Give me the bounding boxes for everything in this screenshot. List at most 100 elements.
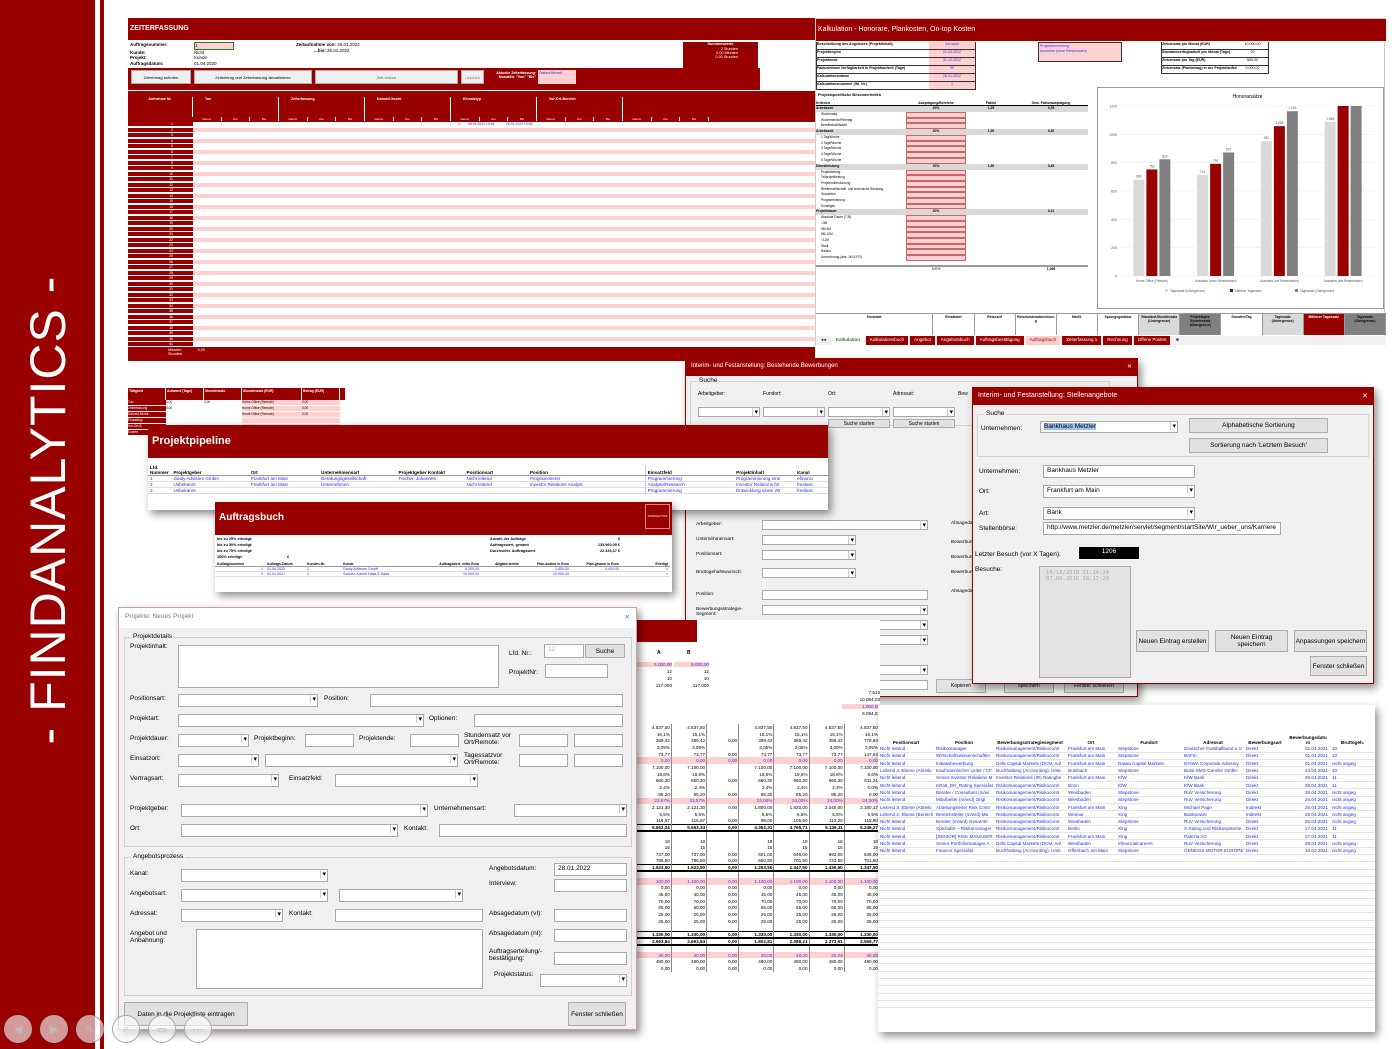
field-input[interactable] <box>762 550 856 560</box>
table-row[interactable]: Nicht leitend Finance Specialist Buchhaltu… <box>878 847 1375 855</box>
table-row[interactable]: 1 Gauly Advisors GmbH Frankfurt am Main Ber… <box>148 475 828 482</box>
add-sheet-icon[interactable]: ⊕ <box>1175 337 1180 342</box>
item-input[interactable] <box>906 175 966 181</box>
item-input[interactable] <box>906 243 966 250</box>
field-input[interactable] <box>762 520 928 530</box>
item-input[interactable] <box>906 180 966 187</box>
table-row[interactable]: Nicht leitend KRa6_BN_Rating Specialist Ri… <box>878 781 1375 790</box>
item-input[interactable] <box>906 226 966 233</box>
back-icon[interactable]: ◀ <box>4 1015 32 1043</box>
search-start-button[interactable]: Suche starten <box>828 419 890 428</box>
adressat-select[interactable] <box>181 909 283 922</box>
einsatzort-detail-select[interactable] <box>265 754 458 767</box>
lfdnr-input[interactable]: 12 <box>544 644 584 658</box>
search-select[interactable] <box>763 407 825 417</box>
item-input[interactable] <box>906 146 966 153</box>
search-select[interactable] <box>893 407 955 417</box>
ort-select[interactable] <box>181 824 398 837</box>
zeiteintrag-aktualisieren-button[interactable]: Zeiteintrag und Zeiterfassung aktualisie… <box>194 70 312 84</box>
item-input[interactable] <box>906 186 966 193</box>
table-row[interactable]: Leitend 3. Ebene (Abteilu Abteilungsleite… <box>878 803 1375 812</box>
field-input[interactable] <box>762 605 928 615</box>
table-row[interactable]: Leitend 2. Ebene (Bereich Bereichsleiter … <box>878 810 1375 819</box>
unternehmensart-select[interactable] <box>514 804 627 817</box>
table-row[interactable]: Nicht leitend Mitarbeiter (m/w/d) Origi Ri… <box>878 796 1375 804</box>
item-input[interactable] <box>906 203 966 210</box>
link-projektanmeldung[interactable]: Projektanmeldung <box>1040 44 1069 48</box>
item-input[interactable] <box>906 197 966 204</box>
close-icon[interactable]: ✕ <box>1126 364 1132 370</box>
optionen-input[interactable] <box>474 714 623 727</box>
item-input[interactable] <box>906 123 966 130</box>
zeiteintrag-aufrufen-button[interactable]: Zeiteintrag aufrufen <box>131 70 191 84</box>
sheet-tab[interactable]: Zeiterfassung 1 <box>1062 336 1102 345</box>
sheet-tab[interactable]: Kalkulationsbuch <box>866 336 909 345</box>
close-window-button[interactable]: Fenster schließen <box>1310 656 1367 676</box>
sheet-tab[interactable]: Angebot <box>910 336 935 345</box>
more-icon[interactable]: ⋯ <box>184 1015 212 1043</box>
kanal-select[interactable] <box>181 869 328 882</box>
close-icon[interactable]: ✕ <box>1362 393 1368 400</box>
field-input[interactable]: Frankfurt am Main <box>1043 485 1195 498</box>
projektdauer-select[interactable] <box>178 734 249 747</box>
sort-last-visit-button[interactable]: Sortierung nach 'Letztem Besuch' <box>1189 438 1328 453</box>
item-input[interactable] <box>906 169 966 176</box>
item-input[interactable] <box>906 117 966 124</box>
table-row[interactable]: Nicht leitend Risikomanager Risikomanageme… <box>878 745 1375 753</box>
tagessatz-vorort[interactable] <box>519 754 568 767</box>
table-row[interactable]: Nicht leitend Senior Portfoliomanager A De… <box>878 839 1375 848</box>
projektstatus-select[interactable] <box>540 974 627 987</box>
edit-icon[interactable]: ✎ <box>76 1015 104 1043</box>
projektart-select[interactable] <box>178 714 424 727</box>
table-row[interactable]: 2 Unbekannt Frankfurt am Main Unternehmen Ni… <box>148 481 828 488</box>
angebotsart-detail-select[interactable] <box>339 889 463 902</box>
stundensatz-remote[interactable] <box>574 734 623 747</box>
sheet-tab[interactable]: Auftragsbuch <box>1025 336 1061 345</box>
table-row[interactable]: Nicht leitend Berater / Consultant (m/w/R… <box>878 788 1375 797</box>
field-input[interactable]: Bankhaus Metzler <box>1043 465 1195 478</box>
table-row[interactable]: 2 01.01.2021 2 Sonnen-Kamm Haas & Haas 10.00… <box>215 571 670 577</box>
table-row[interactable]: Nicht leitend Spezialist – Risikomanager R… <box>878 825 1375 834</box>
stundensatz-vorort[interactable] <box>519 734 568 747</box>
save-new-entry-button[interactable]: Neuen Eintrag speichern <box>1215 630 1288 652</box>
vertragsart-select[interactable] <box>178 774 279 787</box>
sheet-tab[interactable]: Offene Posten <box>1133 336 1171 345</box>
table-row[interactable]: 3 Unbekannt Programmierung Entwicklung eine… <box>148 487 828 494</box>
absage-ni-input[interactable] <box>554 929 627 942</box>
item-input[interactable] <box>906 140 966 147</box>
field-input[interactable] <box>762 535 856 545</box>
table-row[interactable]: Nicht leitend Initiativbewerbung Debt Capi… <box>878 759 1375 768</box>
table-row[interactable]: Nicht leitend Berater (m/w/d) Gesamtri Ris… <box>878 817 1375 826</box>
projektende-input[interactable] <box>410 734 459 747</box>
item-input[interactable] <box>906 135 966 141</box>
param-value[interactable]: 1 <box>929 82 975 89</box>
present-icon[interactable]: ▭ <box>148 1015 176 1043</box>
field-input[interactable]: http://www.metzler.de/metzler/servlet/se… <box>1043 522 1281 535</box>
aktuelle-value[interactable]: Datum/Uhrzeit <box>538 70 576 84</box>
item-input[interactable] <box>906 112 966 118</box>
param-value[interactable]: 01.03.2022 <box>929 50 975 57</box>
field-value[interactable]: 1 <box>194 42 234 50</box>
angebotsdatum-input[interactable]: 28.01.2022 <box>554 863 627 876</box>
projektbeginn-input[interactable] <box>305 734 354 747</box>
table-row[interactable]: Nicht leitend Senior Investor Relations M… <box>878 774 1375 783</box>
close-icon[interactable]: ✕ <box>624 614 630 621</box>
param-value[interactable]: 26.01.2022 <box>929 74 975 81</box>
forward-icon[interactable]: ▶ <box>40 1015 68 1043</box>
zeit-setzen-button[interactable]: Zeit setzen <box>315 70 458 84</box>
angebotsart-select[interactable] <box>181 889 328 902</box>
sheet-tab[interactable]: Angebotsbuch <box>936 336 974 345</box>
item-input[interactable] <box>906 238 966 244</box>
projektgeber-select[interactable] <box>181 804 428 817</box>
item-input[interactable] <box>906 157 966 164</box>
anbahnung-input[interactable] <box>196 929 483 989</box>
projektinhalt-input[interactable] <box>178 645 499 688</box>
alphabetical-sort-button[interactable]: Alphabetische Sortierung <box>1189 418 1328 433</box>
table-row[interactable]: Leitend 3. Ebene (Abteilu Kaufmännischer … <box>878 766 1375 775</box>
kontakt-input[interactable] <box>439 824 627 837</box>
param-value[interactable]: Gemacht <box>929 42 975 49</box>
sheet-tab[interactable]: Auftragsbestätigung <box>975 336 1024 345</box>
item-input[interactable] <box>906 249 966 256</box>
new-entry-button[interactable]: Neuen Eintrag erstellen <box>1136 630 1209 652</box>
param-value[interactable]: 31.10.2022 <box>929 58 975 65</box>
